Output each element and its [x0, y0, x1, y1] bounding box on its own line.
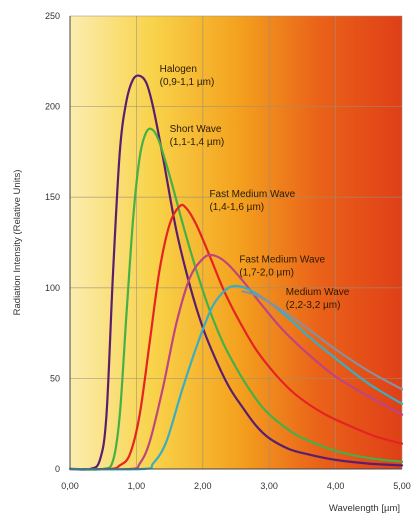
plot-background [70, 16, 402, 469]
annotation-line: (2,2-3,2 µm) [286, 300, 341, 311]
x-tick-label: 5,00 [393, 481, 411, 491]
y-tick-label: 200 [45, 102, 60, 112]
annotations-group: Halogen (0,9-1,1 µm) Short Wave (1,1-1,4 µm… [160, 64, 350, 311]
y-tick-label: 250 [45, 11, 60, 21]
annotation-line: (1,1-1,4 µm) [170, 137, 225, 148]
annotation-label-0: Halogen (0,9-1,1 µm) [160, 64, 215, 88]
y-tick-label: 150 [45, 192, 60, 202]
series-line-5 [241, 290, 404, 391]
annotation-line: Fast Medium Wave [239, 254, 325, 265]
annotation-label-1: Short Wave (1,1-1,4 µm) [170, 124, 225, 148]
y-tick-label: 50 [50, 373, 60, 383]
x-tick-label: 3,00 [260, 481, 278, 491]
axes-group: 0 50 100 150 200 250 0,00 1,00 2,00 3,00 4,00 5,00 [45, 11, 411, 491]
x-axis-title: Wavelength [µm] [329, 503, 400, 514]
annotation-line: Medium Wave [286, 287, 350, 298]
annotation-line: (1,4-1,6 µm) [209, 202, 264, 213]
annotation-line: Halogen [160, 64, 197, 75]
annotation-label-3: Fast Medium Wave (1,7-2,0 µm) [239, 254, 325, 278]
series-line-2 [68, 203, 404, 471]
annotation-line: Fast Medium Wave [209, 189, 295, 200]
series-line-3 [68, 253, 404, 471]
x-tick-label: 2,00 [194, 481, 212, 491]
y-axis-title: Radiation Intensity (Relative Units) [12, 170, 23, 316]
annotation-line: (0,9-1,1 µm) [160, 77, 215, 88]
series-line-1 [68, 127, 404, 471]
y-tick-label: 0 [55, 464, 60, 474]
y-tick-label: 100 [45, 283, 60, 293]
annotation-line: Short Wave [170, 124, 222, 135]
grid-lines [69, 15, 403, 470]
series-line-0 [68, 74, 404, 471]
series-group [68, 74, 404, 471]
annotation-label-4: Medium Wave (2,2-3,2 µm) [286, 287, 350, 311]
series-line-4 [68, 284, 404, 471]
x-tick-label: 0,00 [61, 481, 79, 491]
annotation-line: (1,7-2,0 µm) [239, 267, 294, 278]
x-tick-label: 1,00 [128, 481, 146, 491]
annotation-label-2: Fast Medium Wave (1,4-1,6 µm) [209, 189, 295, 213]
x-tick-label: 4,00 [327, 481, 345, 491]
